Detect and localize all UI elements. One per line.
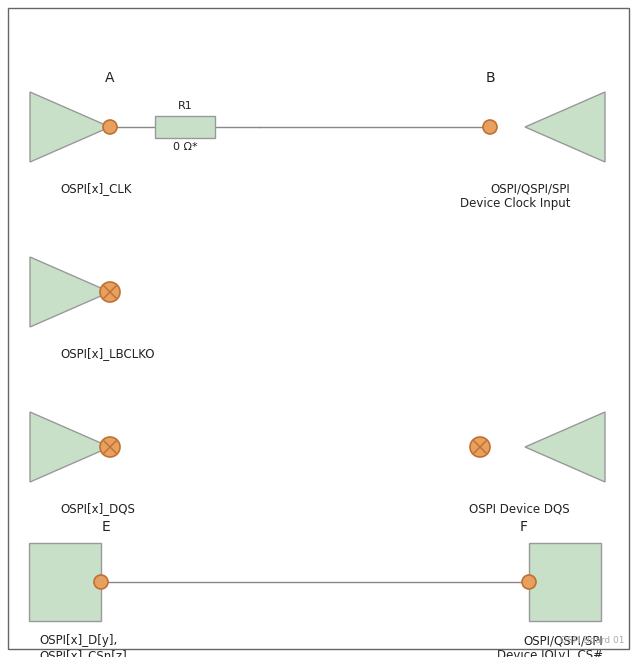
Text: OSPI Board 01: OSPI Board 01 <box>561 636 625 645</box>
Text: OSPI/QSPI/SPI
Device Clock Input: OSPI/QSPI/SPI Device Clock Input <box>459 182 570 210</box>
Circle shape <box>522 575 536 589</box>
Polygon shape <box>525 92 605 162</box>
Text: OSPI Device DQS: OSPI Device DQS <box>469 502 570 515</box>
Bar <box>529 543 601 621</box>
Circle shape <box>483 120 497 134</box>
Circle shape <box>94 575 108 589</box>
Bar <box>155 116 215 138</box>
Circle shape <box>100 437 120 457</box>
Text: OSPI[x]_LBCLKO: OSPI[x]_LBCLKO <box>60 347 155 360</box>
Text: E: E <box>102 520 110 534</box>
Circle shape <box>103 120 117 134</box>
Text: R1: R1 <box>178 101 192 111</box>
Text: B: B <box>485 71 495 85</box>
Text: OSPI[x]_D[y],
OSPI[x]_CSn[z]: OSPI[x]_D[y], OSPI[x]_CSn[z] <box>39 634 127 657</box>
Text: 0 Ω*: 0 Ω* <box>173 142 197 152</box>
Text: A: A <box>105 71 115 85</box>
Circle shape <box>470 437 490 457</box>
Text: OSPI[x]_CLK: OSPI[x]_CLK <box>60 182 131 195</box>
Polygon shape <box>30 412 110 482</box>
Polygon shape <box>30 92 110 162</box>
Text: F: F <box>520 520 528 534</box>
Polygon shape <box>525 412 605 482</box>
Circle shape <box>100 282 120 302</box>
Bar <box>29 543 101 621</box>
Text: OSPI/QSPI/SPI
Device IO[y], CS#: OSPI/QSPI/SPI Device IO[y], CS# <box>497 634 603 657</box>
Polygon shape <box>30 257 110 327</box>
Text: OSPI[x]_DQS: OSPI[x]_DQS <box>60 502 135 515</box>
